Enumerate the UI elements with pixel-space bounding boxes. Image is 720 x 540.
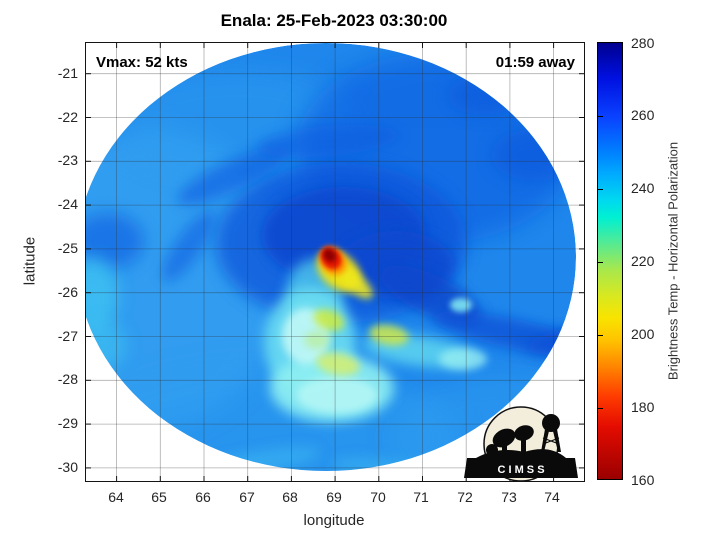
colorbar-tick-label: 240	[631, 180, 655, 196]
colorbar-tick-label: 180	[631, 399, 655, 415]
colorbar	[597, 42, 623, 480]
water-tower-tank	[542, 414, 560, 432]
colorbar-tick-label: 260	[631, 107, 655, 123]
xtick-label: 73	[501, 489, 517, 505]
colorbar-tick	[598, 262, 603, 263]
xtick-label: 69	[326, 489, 342, 505]
cimss-logo: C I M S S	[464, 406, 578, 481]
xtick-label: 66	[195, 489, 211, 505]
ytick-label: -26	[57, 284, 78, 300]
logo-banner	[464, 458, 578, 478]
logo-banner-text: C I M S S	[497, 464, 544, 476]
ytick-label: -27	[57, 328, 78, 344]
satellite-dish	[514, 425, 534, 441]
colorbar-tick	[598, 189, 603, 190]
ytick-label: -28	[57, 371, 78, 387]
colorbar-label: Brightness Temp - Horizontal Polarizatio…	[665, 141, 681, 381]
ytick-label: -29	[57, 415, 78, 431]
xtick-label: 67	[239, 489, 255, 505]
ground-mound	[476, 449, 566, 458]
ytick-label: -23	[57, 152, 78, 168]
ytick-label: -21	[57, 65, 78, 81]
map-plot-area[interactable]: Vmax: 52 kts 01:59 away C I M S S	[85, 42, 585, 482]
colorbar-tick	[598, 408, 603, 409]
vmax-annotation: Vmax: 52 kts	[96, 54, 188, 71]
colorbar-tick-label: 160	[631, 472, 655, 488]
colorbar-tick-label: 200	[631, 326, 655, 342]
logo-silhouettes	[476, 414, 566, 458]
satellite-dish	[492, 428, 516, 448]
ytick-label: -24	[57, 196, 78, 212]
xtick-label: 71	[413, 489, 429, 505]
xtick-label: 70	[370, 489, 386, 505]
colorbar-tick	[598, 335, 603, 336]
y-axis-label: latitude	[21, 236, 39, 286]
x-axis-label: longitude	[303, 512, 365, 529]
ytick-label: -25	[57, 240, 78, 256]
ytick-label: -22	[57, 109, 78, 125]
xtick-label: 72	[457, 489, 473, 505]
time-away-annotation: 01:59 away	[495, 54, 575, 71]
axis-tick-marks	[86, 43, 584, 481]
colorbar-tick	[598, 116, 603, 117]
colorbar-tick-label: 280	[631, 35, 655, 51]
colorbar-tick-label: 220	[631, 253, 655, 269]
xtick-label: 68	[282, 489, 298, 505]
ytick-label: -30	[57, 459, 78, 475]
satellite-swath-image	[86, 43, 584, 481]
xtick-label: 64	[108, 489, 124, 505]
xtick-label: 74	[544, 489, 560, 505]
plot-title: Enala: 25-Feb-2023 03:30:00	[220, 11, 448, 30]
xtick-label: 65	[151, 489, 167, 505]
